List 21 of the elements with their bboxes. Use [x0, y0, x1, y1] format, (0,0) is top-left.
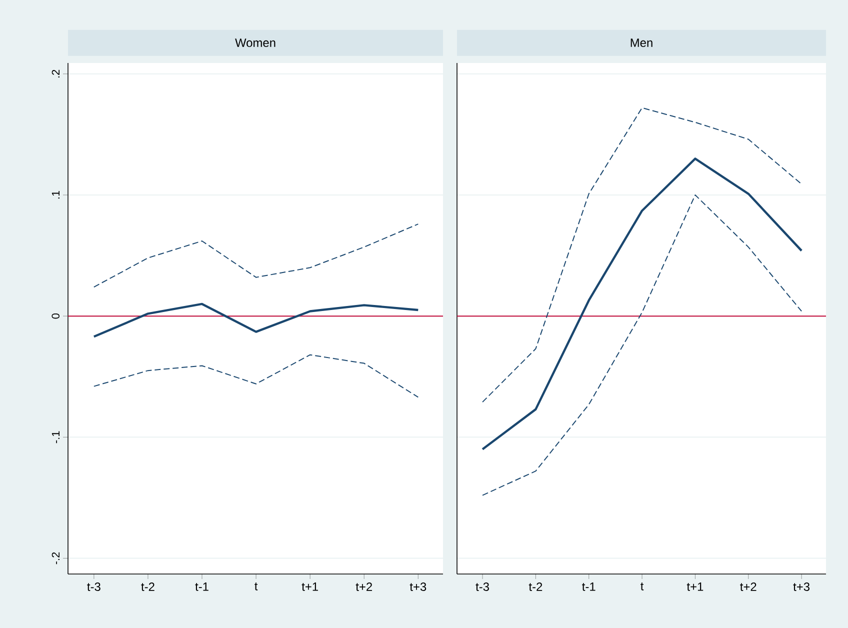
y-tick-label: -.2 — [52, 552, 60, 564]
y-tick-label: -.1 — [52, 431, 60, 444]
x-tick-label: t — [640, 582, 644, 590]
chart-title: Men — [630, 38, 652, 47]
x-tick-label: t-1 — [195, 582, 208, 591]
x-tick-label: t-2 — [528, 582, 542, 591]
x-tick-label: t+1 — [302, 582, 318, 591]
x-tick-label: t-3 — [476, 582, 489, 591]
x-tick-label: t — [254, 582, 258, 590]
x-tick-label: t+2 — [356, 582, 372, 591]
x-tick-label: t-3 — [87, 582, 100, 591]
x-tick-label: t-1 — [582, 582, 596, 591]
x-tick-label: t+1 — [686, 582, 704, 591]
x-tick-label: t+3 — [793, 582, 810, 591]
x-tick-label: t+3 — [410, 582, 426, 591]
y-tick-label: 0 — [52, 313, 60, 319]
y-tick-label: .1 — [52, 190, 60, 199]
y-tick-label: .2 — [52, 70, 60, 78]
x-tick-label: t-2 — [141, 582, 154, 591]
x-tick-label: t+2 — [740, 582, 756, 591]
chart-title: Women — [235, 38, 276, 47]
